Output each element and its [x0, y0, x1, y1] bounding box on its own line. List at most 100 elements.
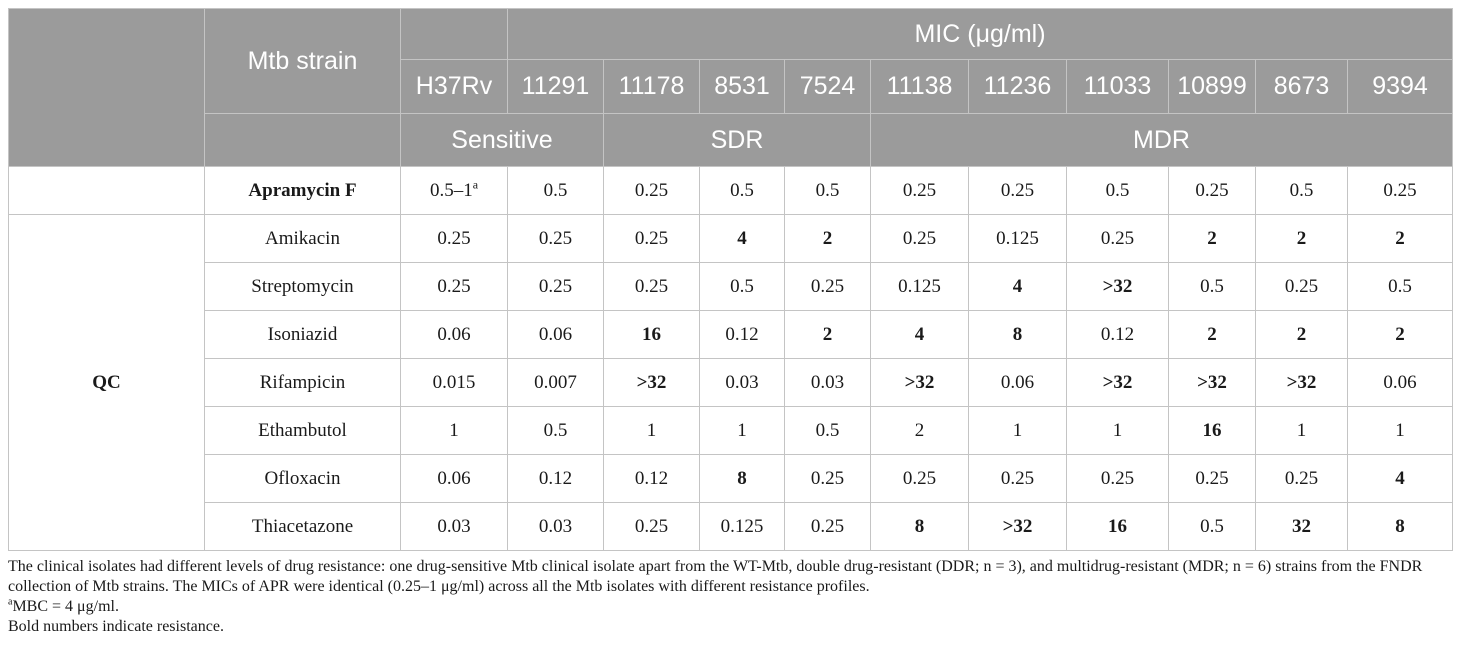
mic-value-cell: 2 [870, 406, 969, 455]
mic-value-cell: >32 [1168, 358, 1256, 407]
mic-value-cell: 0.5 [1168, 502, 1256, 551]
mic-value-cell: 0.25 [968, 454, 1067, 503]
header-row-strains: H37Rv 11291 11178 8531 7524 11138 11236 11033 10… [9, 59, 1454, 114]
mic-value-cell: >32 [1066, 358, 1169, 407]
mic-value-cell: 0.007 [507, 358, 604, 407]
strain-cell: 11291 [507, 59, 604, 114]
footnote-bold: Bold numbers indicate resistance. [8, 618, 224, 635]
drug-name-cell: Apramycin F [204, 166, 401, 215]
mic-value-cell: 0.06 [400, 310, 508, 359]
mic-value-cell: 0.5 [699, 166, 785, 215]
mic-value-cell: 0.5 [1255, 166, 1348, 215]
mic-value-cell: 0.015 [400, 358, 508, 407]
mic-value-cell: >32 [968, 502, 1067, 551]
mic-value-cell: >32 [1255, 358, 1348, 407]
mic-value-cell: 4 [870, 310, 969, 359]
mic-value-cell: 0.5 [699, 262, 785, 311]
group-cell: SDR [603, 113, 871, 167]
mic-value-cell: >32 [603, 358, 700, 407]
mic-value-cell: 0.12 [507, 454, 604, 503]
mic-value-cell: >32 [1066, 262, 1169, 311]
mic-value-cell: 1 [1346, 406, 1454, 455]
mic-value-cell: 0.03 [400, 502, 508, 551]
mic-value-cell: 0.5 [1066, 166, 1169, 215]
mic-value-cell: 1 [968, 406, 1067, 455]
mic-value-cell: 0.25 [507, 262, 604, 311]
group-cell: Sensitive [400, 113, 604, 167]
strain-cell: 11178 [603, 59, 700, 114]
mic-value-cell: 0.12 [699, 310, 785, 359]
mic-value-cell: 0.125 [968, 214, 1067, 263]
row-group-cell [8, 166, 205, 215]
strain-cell: H37Rv [400, 59, 508, 114]
mic-value-cell: 8 [870, 502, 969, 551]
table-row: Ofloxacin 0.06 0.12 0.12 8 0.25 0.25 0.25 0.25 0.… [9, 454, 1454, 503]
mic-value-cell: 2 [1346, 214, 1454, 263]
mic-value-cell: 0.06 [1346, 358, 1454, 407]
mic-value-cell: 0.06 [968, 358, 1067, 407]
mic-value-cell: 2 [784, 214, 871, 263]
mic-value-cell: 0.25 [784, 502, 871, 551]
mic-value-cell: 0.03 [507, 502, 604, 551]
mic-value-cell: 0.03 [699, 358, 785, 407]
header-row-groups: Sensitive SDR MDR [9, 113, 1454, 167]
table-footnotes: The clinical isolates had different leve… [8, 557, 1452, 637]
strain-cell: 9394 [1346, 59, 1454, 114]
mic-value-cell: 0.5 [784, 406, 871, 455]
mic-value-cell: 0.12 [1066, 310, 1169, 359]
strain-cell: 8673 [1255, 59, 1348, 114]
mic-value-cell: 0.25 [1168, 454, 1256, 503]
mic-value-cell: >32 [870, 358, 969, 407]
mic-value-cell: 0.25 [400, 262, 508, 311]
mic-value-cell: 0.12 [603, 454, 700, 503]
mic-value-cell: 0.25 [400, 214, 508, 263]
footnote-a-text: MBC = 4 μg/ml. [12, 598, 119, 615]
table-row: Thiacetazone 0.03 0.03 0.25 0.125 0.25 8 >32 16 0… [9, 502, 1454, 551]
mic-value-cell: 0.25 [603, 166, 700, 215]
mic-value-cell: 4 [968, 262, 1067, 311]
drug-name-cell: Streptomycin [204, 262, 401, 311]
mic-value-cell: 0.125 [699, 502, 785, 551]
drug-name-cell: Thiacetazone [204, 502, 401, 551]
mic-value-cell: 16 [603, 310, 700, 359]
mic-value-cell: 32 [1255, 502, 1348, 551]
mic-table: Mtb strain MIC (μg/ml) H37Rv 11291 11178 85… [8, 8, 1454, 551]
mic-value-cell: 0.25 [603, 214, 700, 263]
group-cell: MDR [869, 113, 1454, 167]
header-row-mic: Mtb strain MIC (μg/ml) [8, 8, 1454, 167]
mic-value-cell: 2 [1255, 214, 1348, 263]
mic-value-cell: 0.25 [1255, 454, 1348, 503]
mic-value-cell: 0.25 [1168, 166, 1256, 215]
drug-name-cell: Isoniazid [204, 310, 401, 359]
mic-value-cell: 8 [1346, 502, 1454, 551]
mic-value-cell: 2 [1168, 214, 1256, 263]
mic-value-cell: 8 [968, 310, 1067, 359]
header-corner-cell [8, 8, 205, 167]
mic-value-cell: 0.5 [784, 166, 871, 215]
mic-value-cell: 0.06 [400, 454, 508, 503]
mic-value-cell: 2 [784, 310, 871, 359]
mic-value-cell: 0.5 [1346, 262, 1454, 311]
mic-value-cell: 0.25 [1066, 214, 1169, 263]
strain-header: Mtb strain [204, 8, 401, 114]
mic-value-cell: 0.25 [968, 166, 1067, 215]
footnote-a-marker: a [8, 596, 13, 608]
mic-value-cell: 0.25 [784, 454, 871, 503]
footnote-marker: a [472, 177, 479, 192]
mic-value-cell: 8 [699, 454, 785, 503]
group-blank-cell [204, 113, 401, 167]
mic-value-cell: 2 [1168, 310, 1256, 359]
mic-value-cell: 0.25 [1346, 166, 1454, 215]
header-spacer-cell [400, 8, 508, 60]
strain-cell: 7524 [784, 59, 871, 114]
qc-label-cell: QC [8, 214, 205, 551]
mic-value-cell: 0.25 [870, 454, 969, 503]
mic-value-cell: 0.06 [507, 310, 604, 359]
mic-value-cell: 0.25 [507, 214, 604, 263]
table-row: QC Amikacin 0.25 0.25 0.25 4 2 0.25 0.125 0.25 2 2 2 [8, 214, 1454, 551]
mic-value-cell: 0.25 [784, 262, 871, 311]
strain-cell: 8531 [699, 59, 785, 114]
table-body: Apramycin F 0.5–1a 0.5 0.25 0.5 0.5 0.25 0.25 0.… [8, 166, 1454, 551]
mic-value-cell: 1 [1255, 406, 1348, 455]
mic-value-cell: 1 [1066, 406, 1169, 455]
